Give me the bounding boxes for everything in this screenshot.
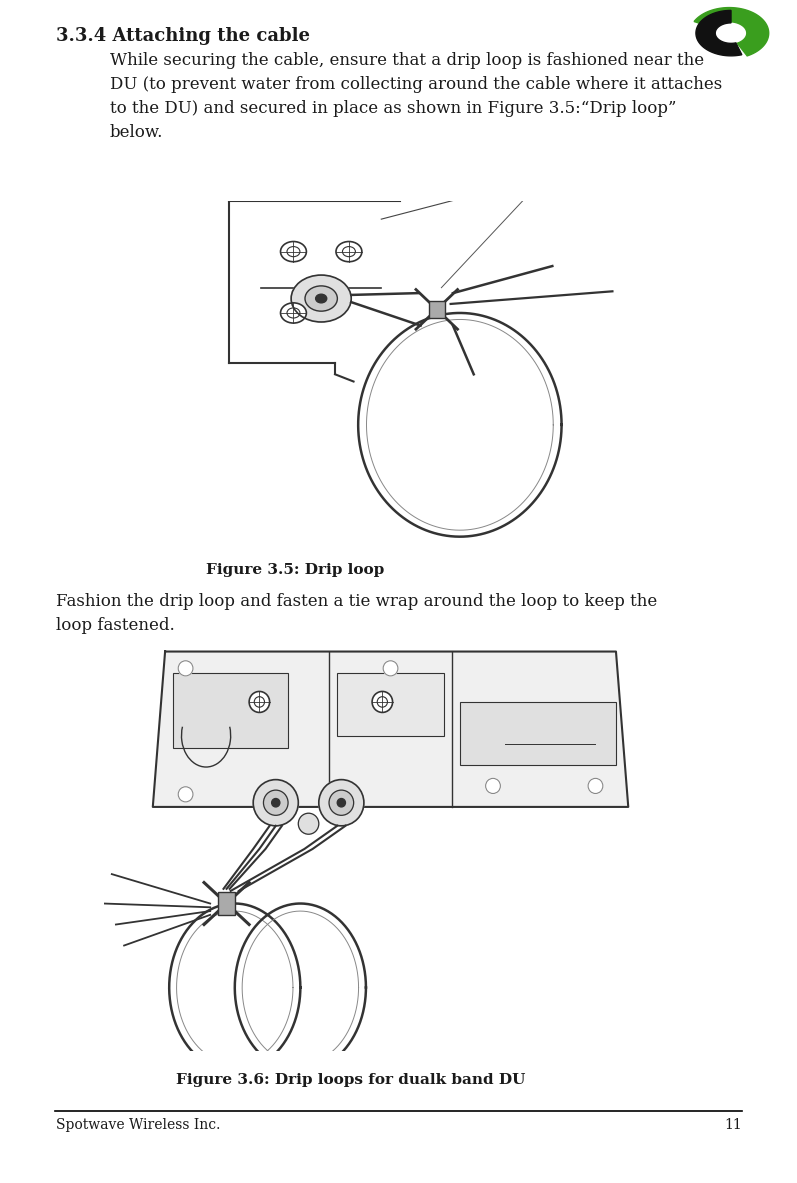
Polygon shape [153, 652, 628, 807]
Bar [337, 672, 444, 736]
Circle shape [272, 799, 280, 807]
Circle shape [264, 790, 288, 815]
Circle shape [319, 780, 364, 826]
Circle shape [249, 691, 269, 712]
Circle shape [179, 787, 193, 802]
Circle shape [485, 778, 501, 794]
Circle shape [179, 661, 193, 675]
Text: Fashion the drip loop and fasten a tie wrap around the loop to keep the
loop fas: Fashion the drip loop and fasten a tie w… [56, 593, 658, 634]
Circle shape [281, 241, 306, 261]
Circle shape [588, 778, 603, 794]
Circle shape [253, 780, 298, 826]
Circle shape [372, 691, 393, 712]
Text: 3.3.4 Attaching the cable: 3.3.4 Attaching the cable [56, 27, 310, 45]
Circle shape [298, 813, 319, 834]
Polygon shape [694, 7, 768, 56]
Bar [460, 702, 616, 765]
Polygon shape [696, 11, 742, 56]
FancyBboxPatch shape [218, 892, 235, 914]
FancyBboxPatch shape [429, 300, 445, 318]
Circle shape [316, 295, 327, 303]
Text: Figure 3.5: Drip loop: Figure 3.5: Drip loop [206, 563, 384, 577]
Circle shape [281, 303, 306, 323]
Text: 11: 11 [724, 1118, 742, 1132]
Text: While securing the cable, ensure that a drip loop is fashioned near the
DU (to p: While securing the cable, ensure that a … [110, 52, 722, 142]
Circle shape [337, 799, 345, 807]
Circle shape [336, 241, 362, 261]
Circle shape [305, 286, 337, 311]
Circle shape [291, 276, 351, 322]
Circle shape [383, 661, 398, 675]
Text: Figure 3.6: Drip loops for dualk band DU: Figure 3.6: Drip loops for dualk band DU [176, 1073, 525, 1087]
Bar [173, 672, 288, 748]
Circle shape [329, 790, 354, 815]
Text: Spotwave Wireless Inc.: Spotwave Wireless Inc. [56, 1118, 221, 1132]
